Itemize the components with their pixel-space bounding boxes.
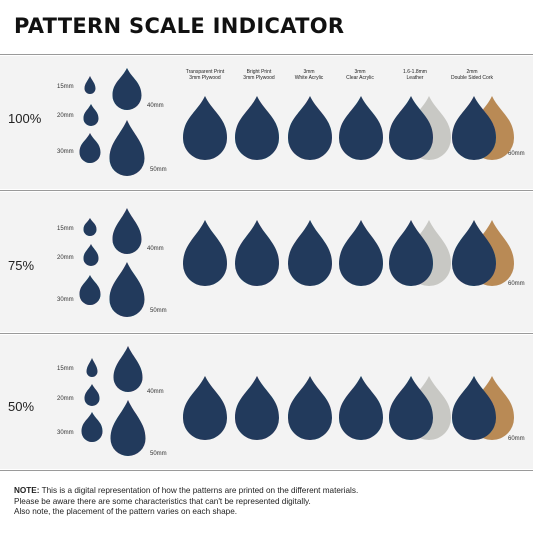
note: NOTE: This is a digital representation o… xyxy=(14,486,519,518)
material-header-bright-plywood: Bright Print 3mm Plywood xyxy=(243,69,275,81)
size-label-20mm: 20mm xyxy=(57,113,74,119)
size-label-30mm: 30mm xyxy=(57,297,74,303)
note-line: This is a digital representation of how … xyxy=(39,486,359,495)
scale-label: 50% xyxy=(8,399,35,414)
size-label-30mm: 30mm xyxy=(57,430,74,436)
divider xyxy=(0,470,533,471)
material-header-cork: 2mm Double Sided Cork xyxy=(451,69,493,81)
note-line: Please be aware there are some character… xyxy=(14,496,311,506)
size-label-20mm: 20mm xyxy=(57,255,74,261)
divider xyxy=(0,190,533,191)
size-label-60mm: 60mm xyxy=(508,151,525,157)
size-label-40mm: 40mm xyxy=(147,389,164,395)
size-label-40mm: 40mm xyxy=(147,246,164,252)
material-header-leather: 1.6-1.8mm Leather xyxy=(403,69,427,81)
material-header-clear-acrylic: 3mm Clear Acrylic xyxy=(346,69,374,81)
scale-label: 75% xyxy=(8,258,35,273)
size-label-40mm: 40mm xyxy=(147,103,164,109)
divider xyxy=(0,333,533,334)
note-line: Also note, the placement of the pattern … xyxy=(14,507,238,516)
size-label-50mm: 50mm xyxy=(150,451,167,457)
size-label-60mm: 60mm xyxy=(508,436,525,442)
size-label-15mm: 15mm xyxy=(57,226,74,232)
note-label: NOTE: xyxy=(14,486,40,495)
size-label-20mm: 20mm xyxy=(57,396,74,402)
size-label-15mm: 15mm xyxy=(57,366,74,372)
size-label-50mm: 50mm xyxy=(150,167,167,173)
scale-label: 100% xyxy=(8,111,42,126)
material-header-white-acrylic: 3mm White Acrylic xyxy=(294,69,324,81)
size-label-50mm: 50mm xyxy=(150,308,167,314)
size-label-60mm: 60mm xyxy=(508,281,525,287)
size-label-30mm: 30mm xyxy=(57,149,74,155)
page-title: PATTERN SCALE INDICATOR xyxy=(14,14,345,38)
size-label-15mm: 15mm xyxy=(57,84,74,90)
material-header-transparent-plywood: Transparent Print 3mm Plywood xyxy=(185,69,225,81)
divider xyxy=(0,54,533,55)
